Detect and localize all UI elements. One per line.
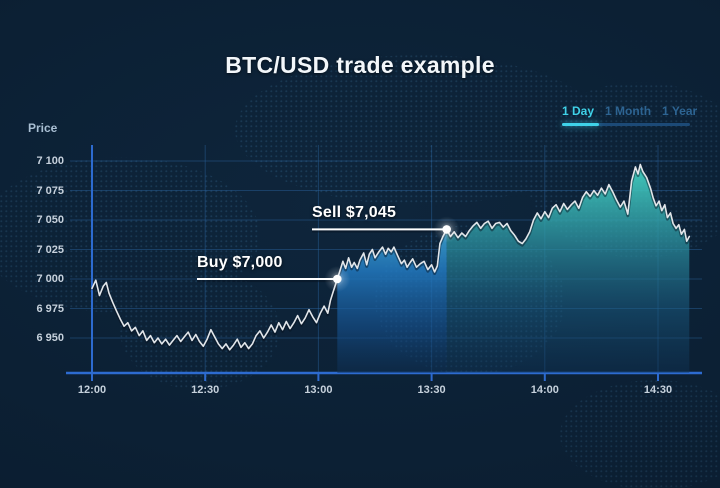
y-tick-label: 7 050	[36, 214, 64, 226]
buy-annotation-label: Buy $7,000	[197, 254, 283, 271]
y-tick-label: 6 975	[36, 302, 64, 315]
range-tabs: 1 Day 1 Month 1 Year	[562, 104, 707, 126]
x-axis-labels: 12:00 12:30 13:00 13:30 14:00 14:30	[0, 384, 720, 400]
sell-annotation-label: Sell $7,045	[312, 204, 397, 222]
active-tab-underline	[562, 123, 599, 126]
x-tick-label: 13:30	[417, 384, 446, 396]
tab-underline-track	[562, 123, 690, 126]
tab-1-year[interactable]: 1 Year	[662, 104, 698, 118]
tab-row: 1 Day 1 Month 1 Year	[562, 104, 707, 118]
x-tick-label: 14:00	[530, 384, 559, 396]
buy-marker-dot	[333, 274, 342, 284]
tab-1-day[interactable]: 1 Day	[562, 104, 595, 118]
x-tick-label: 13:00	[304, 384, 333, 396]
y-axis-labels: 6 950 6 975 7 000 7 025 7 050 7 075 7 100	[18, 0, 64, 488]
x-tick-label: 12:00	[77, 384, 107, 396]
x-tick-label: 14:30	[643, 384, 673, 396]
y-axis-title: Price	[28, 121, 58, 135]
tab-1-month[interactable]: 1 Month	[605, 104, 652, 118]
y-tick-label: 6 950	[36, 332, 64, 344]
page-title: BTC/USD trade example	[225, 52, 495, 78]
price-line	[91, 163, 691, 351]
y-tick-label: 7 100	[36, 155, 64, 167]
y-tick-label: 7 025	[36, 243, 64, 256]
y-tick-label: 7 000	[36, 273, 64, 285]
y-tick-label: 7 075	[36, 184, 64, 197]
after-sell-area	[446, 164, 690, 373]
x-tick-label: 12:30	[191, 384, 220, 396]
sell-marker-dot	[442, 225, 452, 234]
